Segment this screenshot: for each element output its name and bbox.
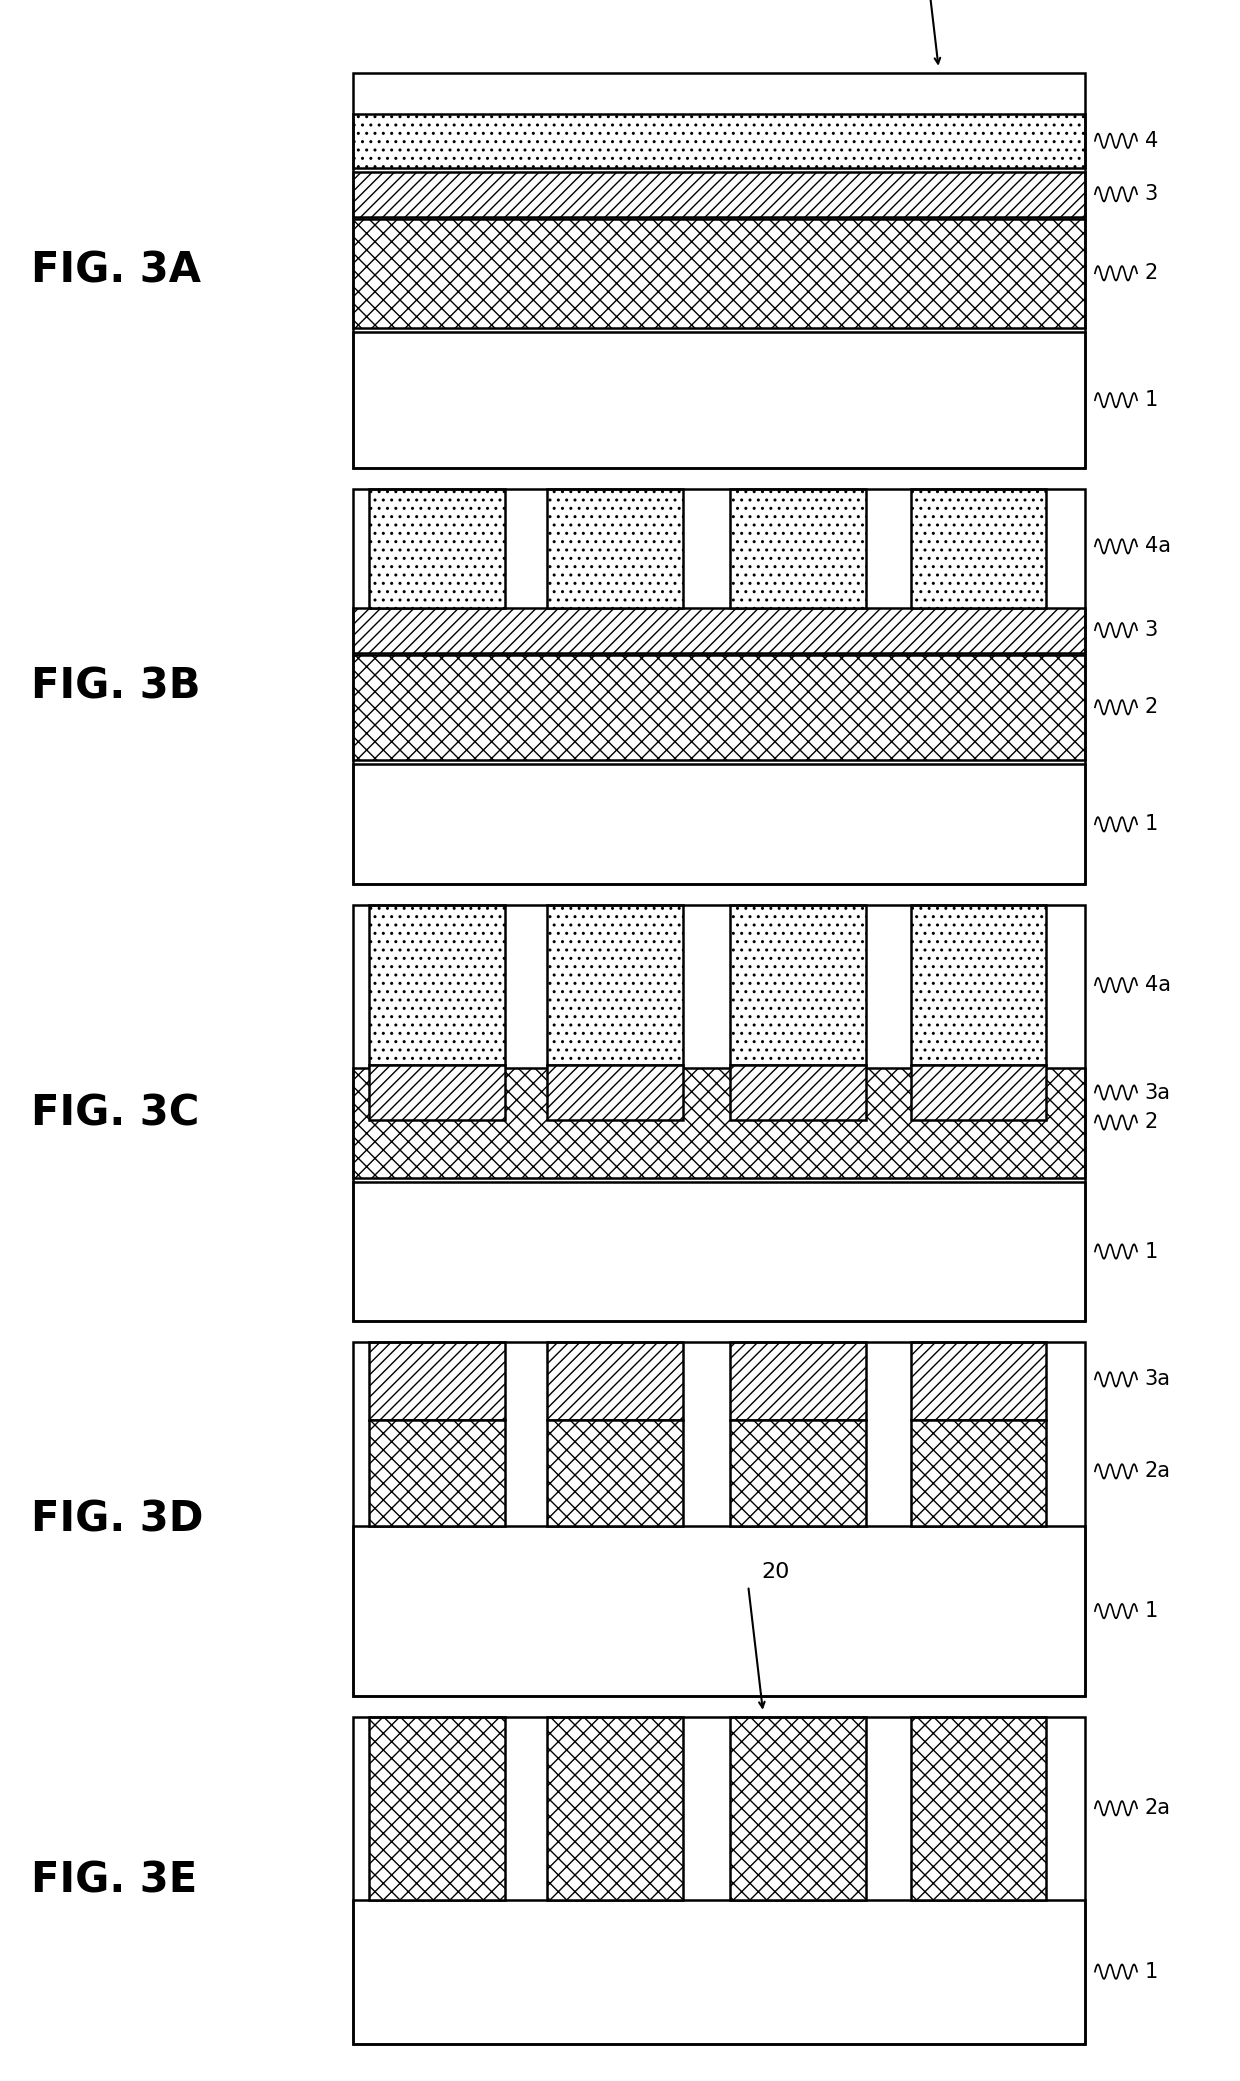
Text: FIG. 3C: FIG. 3C	[31, 1093, 200, 1134]
Text: FIG. 3D: FIG. 3D	[31, 1498, 203, 1540]
Text: 3a: 3a	[1145, 1369, 1171, 1390]
Bar	[370, 1342, 505, 1419]
Bar	[353, 1068, 1085, 1178]
Bar	[730, 905, 866, 1065]
Bar	[730, 489, 866, 608]
Text: FIG. 3A: FIG. 3A	[31, 250, 201, 291]
Text: 4: 4	[1145, 131, 1158, 150]
Bar	[547, 1717, 682, 1900]
Bar	[911, 1419, 1047, 1525]
Text: 3: 3	[1145, 620, 1158, 641]
Bar	[370, 905, 505, 1065]
Bar	[547, 905, 682, 1065]
Bar	[911, 1065, 1047, 1120]
Bar	[730, 1419, 866, 1525]
Bar	[547, 1065, 682, 1120]
Bar	[353, 1717, 1085, 2044]
Bar	[353, 764, 1085, 884]
Text: 2: 2	[1145, 264, 1158, 283]
Text: 1: 1	[1145, 1600, 1158, 1621]
Text: 2a: 2a	[1145, 1798, 1171, 1819]
Text: 2: 2	[1145, 1113, 1158, 1132]
Text: 3: 3	[1145, 185, 1158, 204]
Text: 20: 20	[761, 1561, 790, 1582]
Bar	[353, 905, 1085, 1321]
Bar	[370, 1419, 505, 1525]
Bar	[353, 114, 1085, 169]
Bar	[547, 1419, 682, 1525]
Bar	[730, 1065, 866, 1120]
Bar	[353, 608, 1085, 653]
Bar	[911, 489, 1047, 608]
Bar	[353, 489, 1085, 884]
Text: 1: 1	[1145, 1962, 1158, 1981]
Bar	[353, 73, 1085, 468]
Text: FIG. 3B: FIG. 3B	[31, 666, 201, 708]
Bar	[353, 331, 1085, 468]
Text: 3a: 3a	[1145, 1082, 1171, 1103]
Text: FIG. 3E: FIG. 3E	[31, 1858, 197, 1902]
Bar	[547, 1342, 682, 1419]
Bar	[353, 1182, 1085, 1321]
Bar	[370, 489, 505, 608]
Bar	[370, 1717, 505, 1900]
Bar	[353, 1342, 1085, 1696]
Text: 2: 2	[1145, 697, 1158, 718]
Text: 1: 1	[1145, 391, 1158, 410]
Bar	[353, 1900, 1085, 2044]
Bar	[911, 905, 1047, 1065]
Text: 2a: 2a	[1145, 1461, 1171, 1482]
Bar	[353, 1525, 1085, 1696]
Text: 1: 1	[1145, 1242, 1158, 1261]
Text: 1: 1	[1145, 814, 1158, 834]
Text: 4a: 4a	[1145, 976, 1171, 995]
Bar	[911, 1342, 1047, 1419]
Bar	[547, 489, 682, 608]
Text: 4a: 4a	[1145, 537, 1171, 556]
Bar	[353, 656, 1085, 760]
Bar	[353, 171, 1085, 216]
Bar	[911, 1717, 1047, 1900]
Bar	[370, 1065, 505, 1120]
Bar	[730, 1717, 866, 1900]
Bar	[353, 219, 1085, 329]
Bar	[730, 1342, 866, 1419]
